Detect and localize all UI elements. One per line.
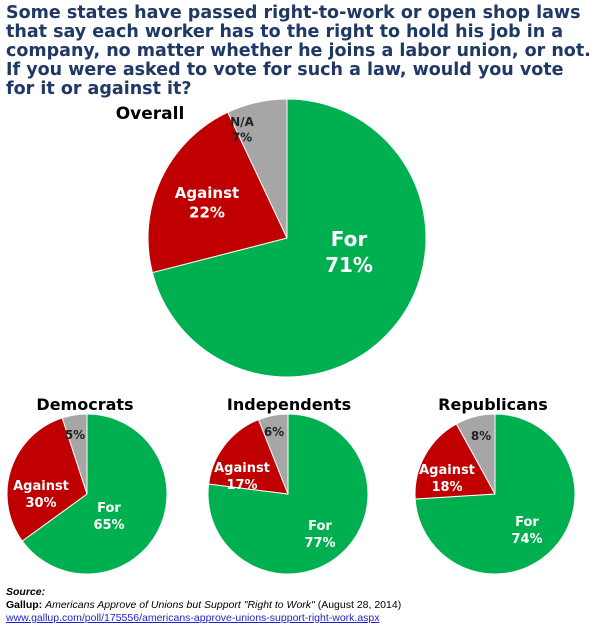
data-label-overall-n-a: N/A 7% [230,115,254,145]
pie-slice-democrats-na [61,413,88,495]
source-publisher: Gallup: [6,599,43,611]
pie-slice-overall-against [147,111,288,274]
data-label-democrats-against: Against 30% [13,479,69,511]
data-label-democrats-for: For 65% [93,501,124,533]
source-citation: Gallup: Americans Approve of Unions but … [6,599,596,612]
data-label-overall-against: Against 22% [175,184,239,222]
pie-title-overall: Overall [116,104,185,124]
pie-slice-democrats-against [6,417,88,542]
source-article-title: Americans Approve of Unions but Support … [45,599,315,611]
data-label-independents-against: Against 17% [214,461,270,493]
pie-slice-democrats-for [21,413,168,575]
data-label-independents-na: 6% [264,425,284,439]
data-label-democrats-na: 5% [65,428,85,442]
pie-title-republicans: Republicans [438,395,548,414]
question-title: Some states have passed right-to-work or… [6,3,591,99]
pie-overall: Overall For 71% Against 22% N/A 7% [116,98,427,378]
pie-slice-independents-against [208,418,289,495]
pie-title-democrats: Democrats [36,395,133,414]
pie-slice-overall-n-a [227,98,288,239]
pie-democrats: Democrats For 65% Against 30% 5% [6,395,168,575]
pie-slice-republicans-against [414,423,496,500]
pie-slice-republicans-na [455,413,496,495]
source-date: (August 28, 2014) [317,599,402,611]
pie-title-independents: Independents [227,395,351,414]
data-label-republicans-for: For 74% [511,515,542,547]
pie-republicans: Republicans For 74% Against 18% 8% [414,395,576,575]
pie-slice-overall-for [151,98,427,378]
data-label-republicans-na: 8% [471,429,491,443]
pie-slice-independents-na [257,413,289,495]
source-heading: Source: [6,586,46,598]
pie-independents: Independents For 77% Against 17% 6% [207,395,369,575]
source-block: Source: Gallup: Americans Approve of Uni… [6,586,596,625]
source-link[interactable]: www.gallup.com/poll/175556/americans-app… [6,612,380,624]
data-label-republicans-against: Against 18% [419,463,475,495]
data-label-independents-for: For 77% [304,519,335,551]
data-label-overall-for: For 71% [325,227,373,277]
pie-charts: Overall For 71% Against 22% N/A 7% Democrats For… [6,98,576,575]
